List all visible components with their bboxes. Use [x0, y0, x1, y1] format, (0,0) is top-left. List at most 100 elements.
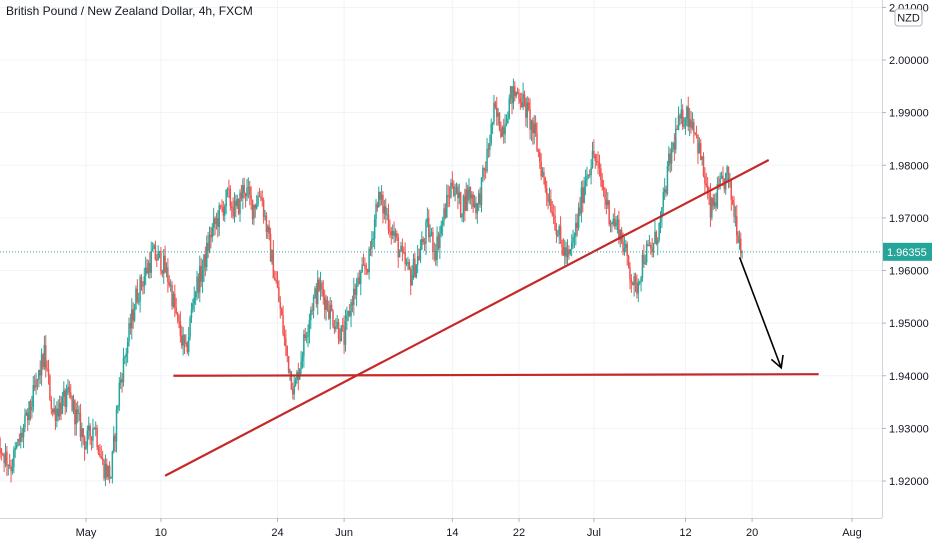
candle-body: [436, 236, 438, 261]
candle-body: [294, 380, 297, 386]
candle: [144, 256, 147, 286]
candle: [4, 443, 7, 468]
candle: [305, 331, 308, 344]
candle: [143, 267, 146, 294]
candle: [409, 266, 412, 296]
candle: [616, 215, 619, 234]
candle-body: [160, 251, 162, 272]
candle: [712, 193, 714, 211]
candle: [612, 213, 615, 227]
candle-body: [666, 166, 669, 194]
candle-body: [171, 284, 173, 307]
candle: [625, 239, 627, 253]
candle: [504, 114, 506, 144]
candle-body: [590, 167, 592, 175]
candle-body: [387, 214, 390, 231]
candle: [18, 433, 21, 446]
horizontal-support-line[interactable]: [173, 373, 819, 377]
candle: [497, 108, 499, 126]
candle: [137, 292, 140, 306]
candle: [479, 187, 481, 208]
time-axis[interactable]: May 10 24 Jun 14 22 Jul 12 20 Aug: [0, 518, 882, 539]
candle-body: [339, 338, 341, 342]
candle: [72, 394, 75, 415]
candle: [711, 197, 713, 221]
arrow-annotation[interactable]: [738, 257, 784, 370]
candle: [42, 353, 44, 370]
rising-trendline[interactable]: [164, 159, 770, 477]
candle-body: [330, 304, 333, 312]
candle: [520, 92, 523, 108]
candle: [264, 209, 266, 221]
candle: [572, 229, 574, 249]
candle-body: [301, 356, 304, 362]
candle-body: [593, 150, 595, 155]
candle-body: [683, 125, 685, 127]
candle: [228, 179, 230, 199]
candle: [523, 90, 526, 107]
candle-body: [78, 412, 80, 414]
candle-body: [88, 425, 90, 431]
currency-badge[interactable]: NZD: [894, 8, 923, 27]
arrow-shaft: [738, 257, 782, 369]
candle-body: [267, 226, 269, 233]
candle: [218, 202, 220, 236]
price-axis[interactable]: 2.010002.000001.990001.980001.970001.960…: [882, 0, 932, 518]
candle: [314, 286, 316, 299]
candle: [502, 118, 505, 144]
candle: [278, 280, 280, 303]
candle: [486, 137, 488, 174]
candle: [108, 461, 111, 484]
candle: [131, 298, 133, 340]
candle-body: [630, 279, 633, 283]
candle: [426, 207, 429, 228]
candle-body: [283, 333, 286, 339]
candle: [290, 370, 293, 391]
candle-body: [384, 205, 387, 215]
candle-body: [136, 288, 139, 302]
candle-body: [655, 231, 658, 245]
candle: [328, 300, 330, 321]
candle-body: [179, 321, 182, 336]
candle: [654, 220, 656, 244]
candle-body: [176, 312, 179, 316]
candle-body: [523, 94, 526, 98]
candle-body: [126, 341, 129, 354]
candle-body: [329, 304, 331, 319]
candle-body: [0, 448, 3, 454]
candle-body: [600, 168, 602, 181]
candle-body: [648, 245, 651, 247]
candle-body: [244, 193, 247, 197]
candle: [464, 188, 466, 222]
candle: [292, 382, 294, 400]
candle-body: [584, 180, 587, 187]
candle: [13, 446, 15, 474]
candle: [404, 242, 406, 271]
candle-body: [336, 321, 338, 327]
candle-body: [565, 247, 567, 258]
candle: [336, 315, 338, 330]
candle: [519, 92, 522, 110]
candle: [651, 237, 653, 258]
candle: [318, 277, 320, 293]
candle-body: [643, 254, 645, 264]
candle-body: [42, 354, 44, 368]
candle-body: [53, 408, 55, 413]
candle: [407, 256, 409, 271]
candle: [491, 122, 494, 135]
candle: [189, 315, 191, 341]
candle-body: [654, 231, 656, 243]
candle-body: [587, 174, 590, 176]
candle: [437, 231, 440, 251]
candle: [229, 185, 232, 211]
candle: [673, 133, 676, 161]
candle: [666, 160, 669, 196]
candle-body: [8, 465, 11, 467]
candle-body: [586, 175, 588, 181]
candle-body: [623, 247, 626, 252]
candle: [51, 408, 54, 417]
candle-body: [582, 187, 584, 203]
candle-body: [272, 250, 275, 279]
candle: [325, 294, 327, 321]
